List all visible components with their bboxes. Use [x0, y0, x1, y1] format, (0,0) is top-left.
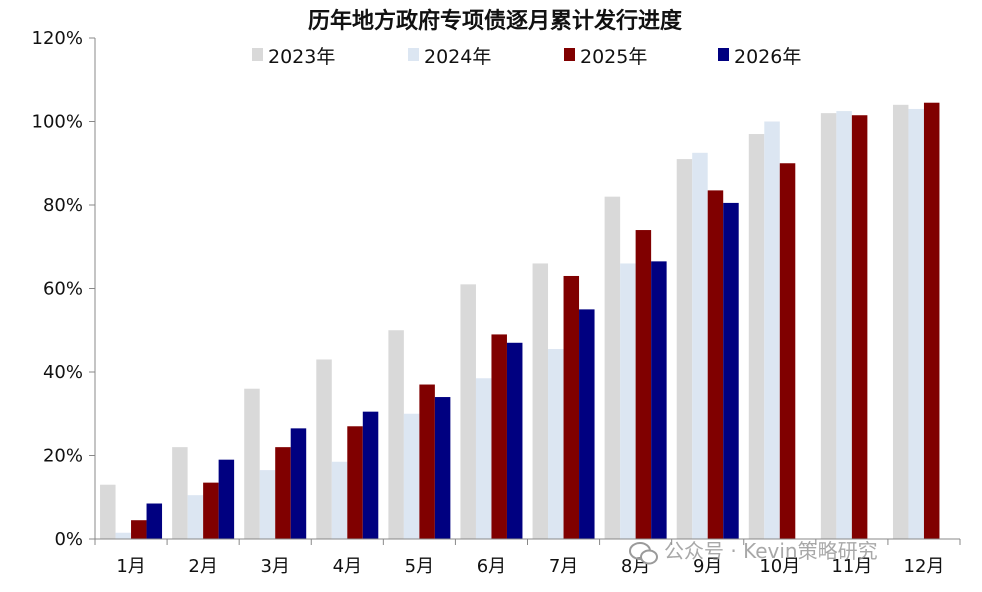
- bars: [100, 102, 940, 540]
- bar-2024年-1月: [115, 532, 132, 539]
- y-tick-label: 80%: [43, 195, 83, 216]
- legend: 2023年 2024年 2025年 2026年: [252, 46, 801, 68]
- bar-2024年-8月: [620, 263, 636, 539]
- x-tick-label: 10月: [759, 556, 800, 577]
- bar-2025年-3月: [275, 447, 291, 539]
- bar-2023年-8月: [604, 196, 621, 539]
- x-tick-label: 1月: [116, 556, 145, 577]
- y-tick-label: 120%: [32, 28, 83, 49]
- bar-2023年-9月: [676, 159, 693, 539]
- bar-2024年-7月: [548, 349, 564, 539]
- x-tick-label: 2月: [188, 556, 217, 577]
- legend-label: 2026年: [734, 46, 801, 68]
- bar-2025年-5月: [419, 384, 435, 539]
- bar-2025年-11月: [851, 115, 868, 540]
- bar-2026年-8月: [651, 261, 667, 539]
- bar-2023年-1月: [100, 484, 116, 539]
- bar-2025年-7月: [563, 275, 580, 539]
- chart-title: 历年地方政府专项债逐月累计发行进度: [308, 8, 683, 34]
- bar-2026年-4月: [362, 411, 379, 539]
- bar-2025年-6月: [491, 334, 507, 539]
- bar-2023年-12月: [892, 104, 909, 540]
- x-tick-label: 5月: [405, 556, 434, 577]
- legend-swatch: [564, 48, 575, 61]
- x-tick-label: 11月: [831, 556, 872, 577]
- x-tick-label: 3月: [260, 556, 289, 577]
- bar-2024年-9月: [692, 152, 708, 539]
- x-tick-label: 9月: [693, 556, 722, 577]
- bar-2025年-9月: [707, 190, 724, 539]
- bar-2025年-8月: [635, 230, 652, 540]
- bar-2024年-5月: [403, 413, 420, 539]
- bar-2026年-3月: [290, 428, 307, 539]
- bar-2024年-10月: [764, 121, 780, 539]
- bar-2023年-11月: [820, 113, 837, 540]
- legend-swatch: [252, 48, 263, 61]
- bar-2026年-2月: [218, 459, 235, 539]
- bar-2024年-3月: [259, 470, 276, 539]
- y-tick-label: 0%: [54, 529, 83, 550]
- bar-2025年-10月: [779, 163, 796, 539]
- y-tick-label: 60%: [43, 279, 83, 300]
- wechat-icon: [629, 542, 658, 565]
- bar-2023年-3月: [244, 388, 260, 539]
- bar-2024年-4月: [331, 461, 348, 539]
- bar-2026年-6月: [506, 342, 523, 539]
- y-tick-label: 20%: [43, 446, 83, 467]
- bar-2024年-6月: [475, 378, 492, 539]
- legend-label: 2024年: [424, 46, 491, 68]
- bar-2023年-10月: [748, 134, 765, 539]
- bar-2023年-2月: [172, 447, 188, 539]
- bar-2023年-4月: [316, 359, 332, 539]
- legend-label: 2025年: [580, 46, 647, 68]
- bar-2025年-4月: [347, 426, 363, 539]
- bar-2025年-12月: [923, 102, 940, 540]
- watermark: 公众号 · Kevin策略研究: [629, 539, 878, 565]
- watermark-text: 公众号 · Kevin策略研究: [664, 539, 878, 563]
- bar-2024年-11月: [836, 111, 852, 539]
- x-tick-label: 6月: [477, 556, 506, 577]
- bar-2023年-7月: [532, 263, 549, 539]
- bar-2025年-1月: [131, 520, 147, 539]
- legend-swatch: [718, 48, 729, 61]
- bar-2024年-12月: [908, 108, 924, 539]
- y-axis: 0% 20% 40% 60% 80% 100% 120%: [32, 28, 96, 550]
- y-tick-label: 100%: [32, 112, 83, 133]
- bar-2026年-7月: [579, 309, 595, 539]
- legend-label: 2023年: [268, 46, 335, 68]
- bar-2023年-5月: [388, 330, 404, 539]
- bar-2023年-6月: [460, 284, 476, 539]
- bar-2026年-5月: [434, 397, 451, 539]
- bar-2024年-2月: [187, 495, 204, 539]
- x-tick-label: 12月: [904, 556, 945, 577]
- x-tick-label: 4月: [333, 556, 362, 577]
- y-tick-label: 40%: [43, 362, 83, 383]
- x-axis: 1月 2月 3月 4月 5月 6月 7月 8月 9月 10月 11月 12月: [94, 538, 961, 577]
- bar-2026年-1月: [146, 503, 163, 539]
- bar-2026年-9月: [723, 202, 739, 539]
- bar-2025年-2月: [203, 482, 219, 539]
- legend-swatch: [408, 48, 419, 61]
- x-tick-label: 7月: [549, 556, 578, 577]
